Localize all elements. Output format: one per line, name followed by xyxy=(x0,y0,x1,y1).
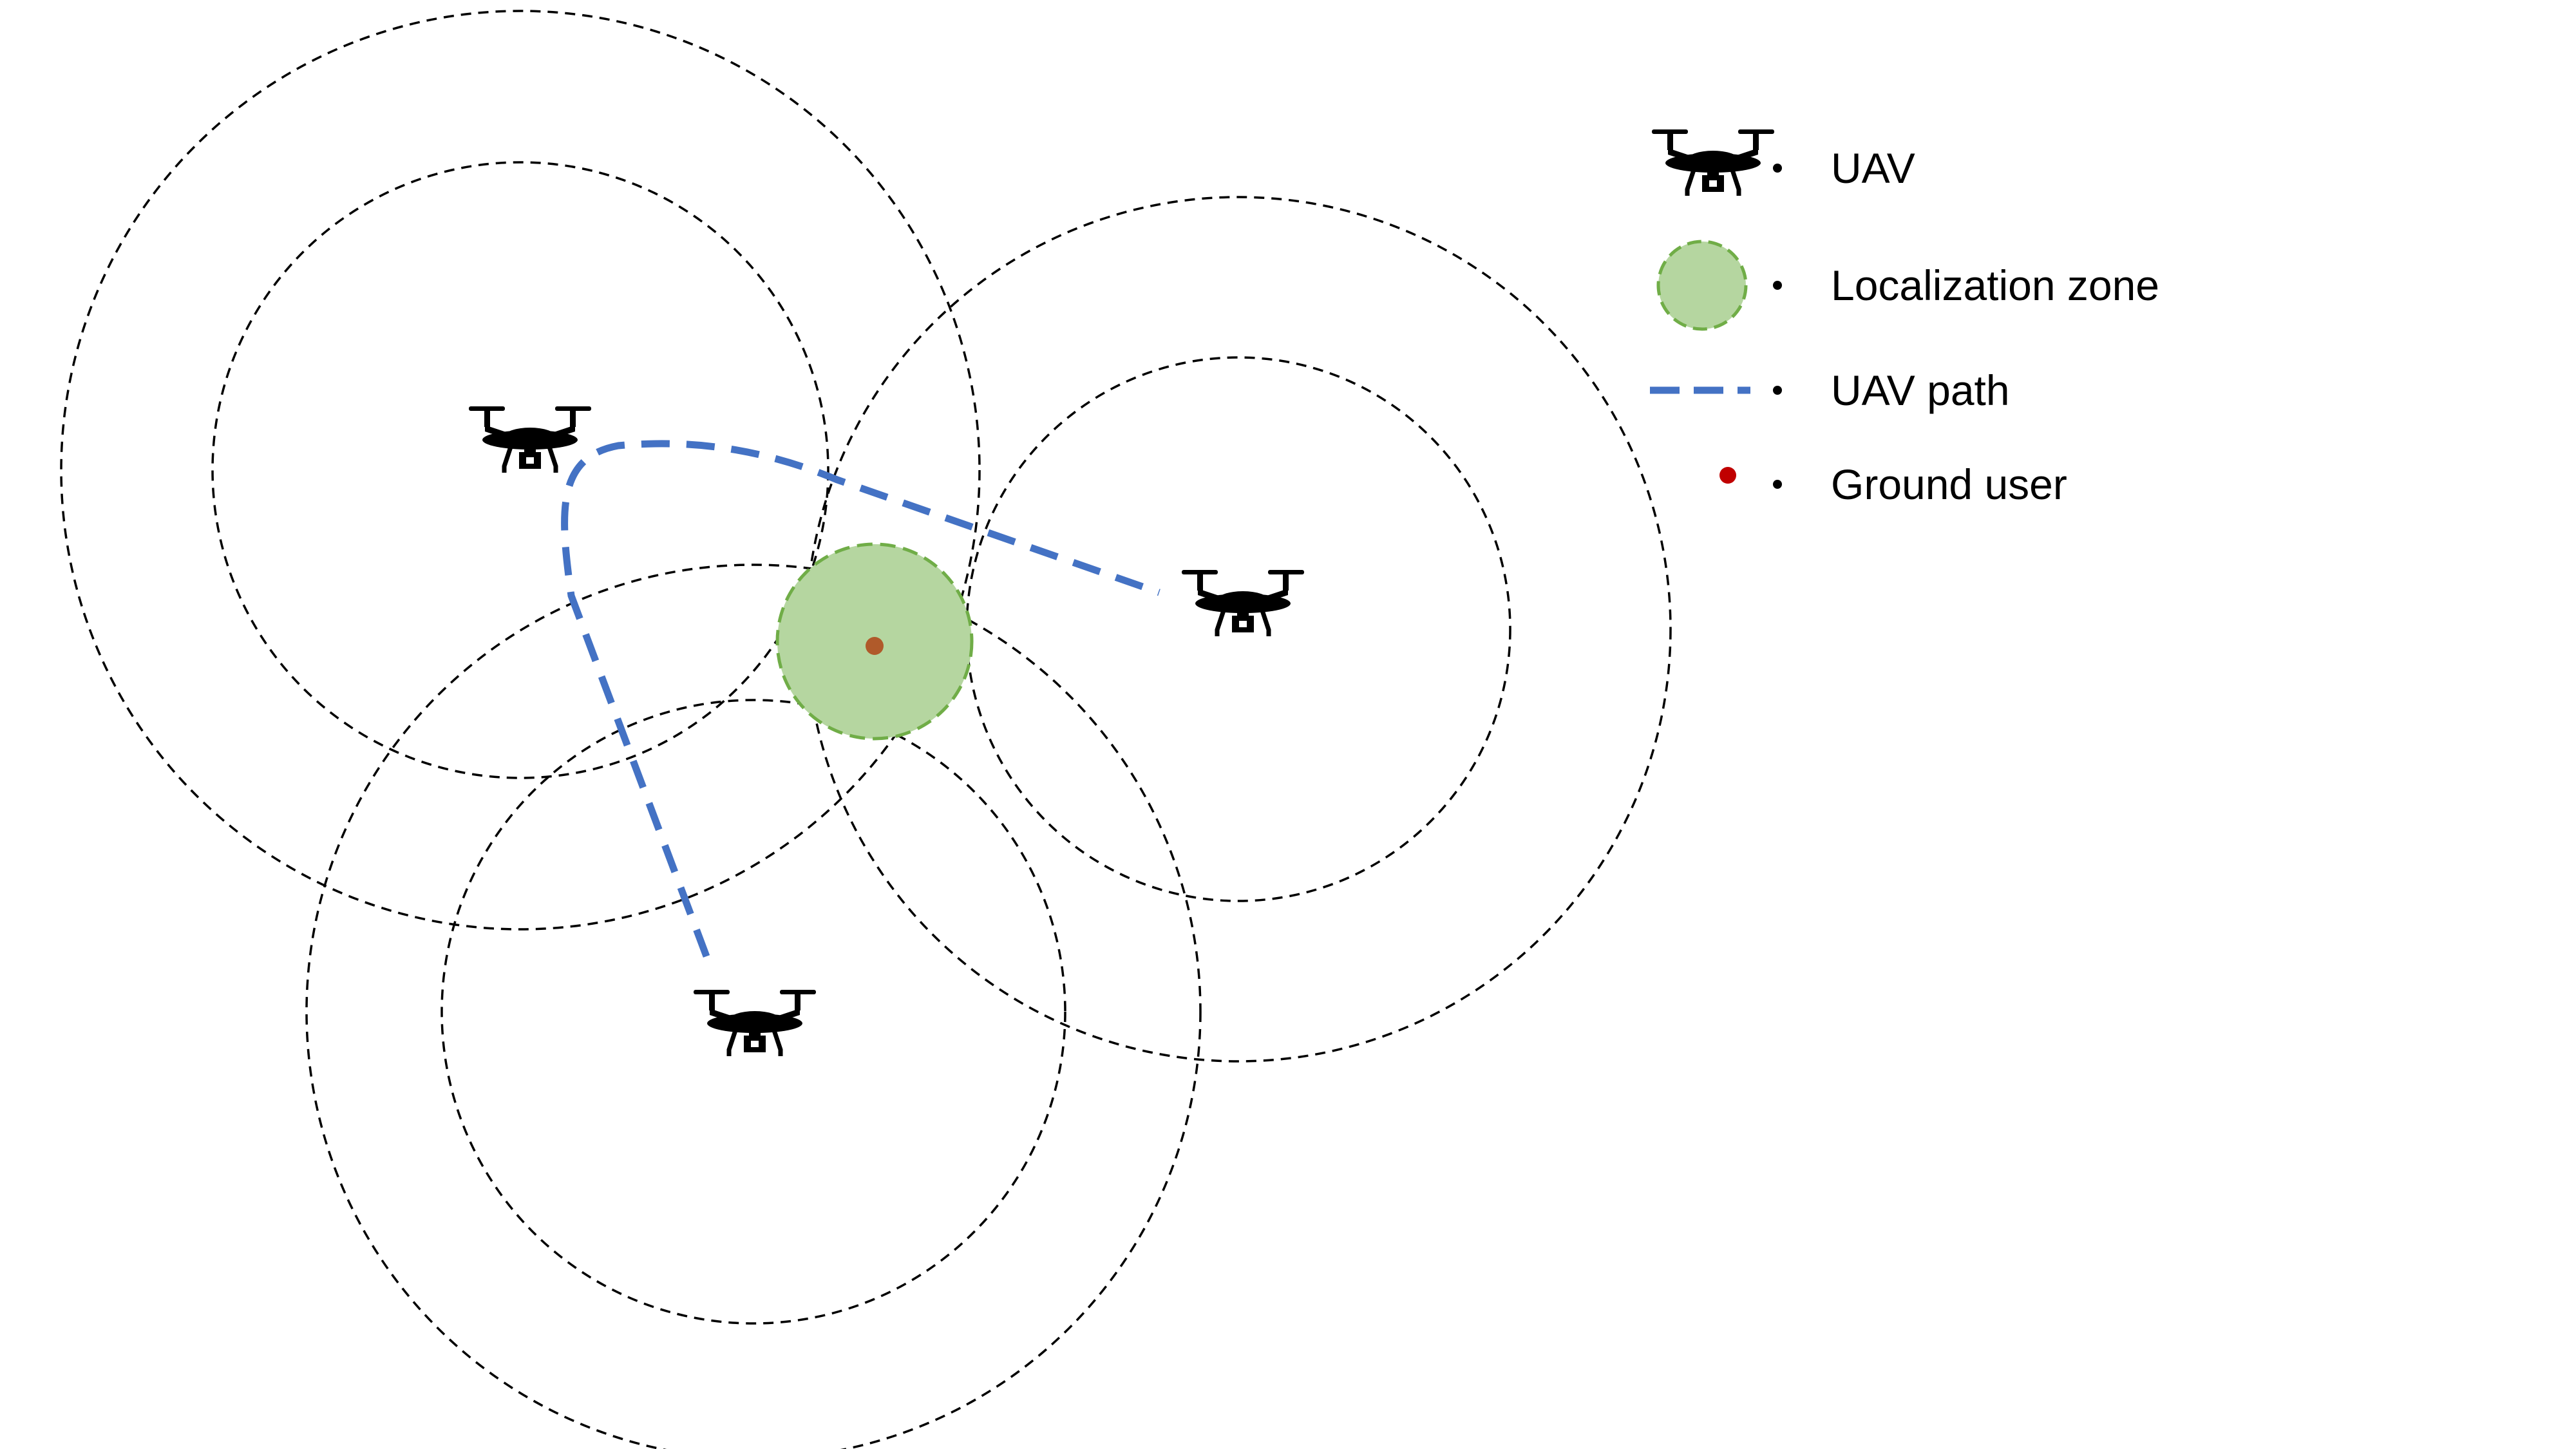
ground-user-dot-icon xyxy=(1719,467,1736,484)
uav-1-outer-range-ring xyxy=(60,10,981,931)
uav-1 xyxy=(469,406,591,473)
ground-user xyxy=(866,637,884,655)
legend-item-localization-zone: Localization zone xyxy=(1656,240,2159,331)
uav-2 xyxy=(1182,570,1304,636)
legend-label-uav-path: UAV path xyxy=(1831,366,2010,414)
uav-path xyxy=(561,440,1160,958)
bullet-icon xyxy=(1773,480,1782,489)
legend-label-localization-zone: Localization zone xyxy=(1831,261,2159,309)
uav-3-outer-range-ring xyxy=(305,564,1202,1449)
legend-item-uav: UAV xyxy=(1652,129,1915,196)
bullet-icon xyxy=(1773,281,1782,290)
legend-item-ground-user: Ground user xyxy=(1719,460,2067,508)
uav-1-range-rings xyxy=(60,10,981,931)
uav-3-range-rings xyxy=(305,564,1202,1449)
legend-label-uav: UAV xyxy=(1831,144,1915,192)
drone-icon xyxy=(1652,129,1774,196)
uav-3-inner-range-ring xyxy=(440,699,1066,1325)
legend: UAV Localization zone UAV path Ground us… xyxy=(1650,129,2159,508)
uav-1-inner-range-ring xyxy=(211,161,829,779)
legend-item-uav-path: UAV path xyxy=(1650,366,2010,414)
localization-zone-icon xyxy=(1656,240,1748,331)
bullet-icon xyxy=(1773,386,1782,395)
bullet-icon xyxy=(1773,164,1782,173)
uav-3 xyxy=(694,990,816,1056)
legend-label-ground-user: Ground user xyxy=(1831,460,2067,508)
